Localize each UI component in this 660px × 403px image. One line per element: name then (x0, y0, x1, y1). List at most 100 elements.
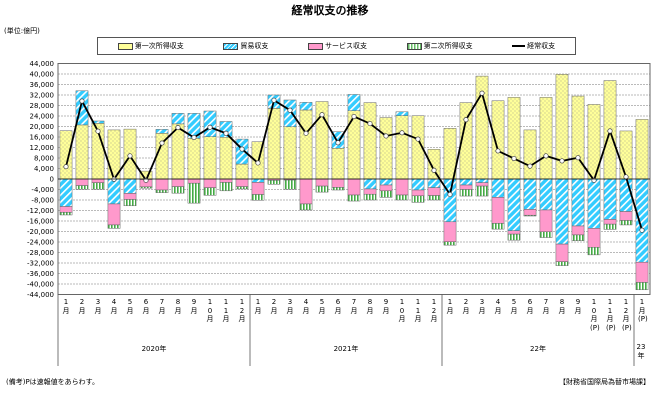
secondary-income-bar (427, 195, 441, 201)
legend: 第一次所得収支 貿易収支 サービス収支 第二次所得収支 経常収支 (97, 37, 576, 55)
x-tick-label: 2月 (270, 298, 278, 315)
y-tick-label: -8,000 (31, 197, 54, 205)
x-tick-label: 8月 (558, 298, 566, 315)
legend-item-current-account: 経常収支 (512, 41, 555, 51)
primary-income-bar (491, 100, 505, 180)
services-bar (107, 203, 121, 226)
current-account-point (575, 155, 581, 161)
current-account-point (543, 153, 549, 159)
trade-bar (603, 178, 617, 220)
legend-swatch-current (512, 45, 526, 47)
x-tick-label: 3月 (478, 298, 486, 315)
primary-income-bar (187, 138, 201, 180)
secondary-income-bar (379, 190, 393, 198)
primary-income-bar (571, 95, 585, 180)
primary-income-bar (395, 115, 409, 180)
legend-item-primary-income: 第一次所得収支 (117, 41, 184, 51)
secondary-income-bar (539, 231, 553, 238)
current-account-point (367, 121, 373, 127)
x-tick-label: 11月 (222, 298, 230, 323)
primary-income-bar (75, 124, 89, 180)
services-bar (91, 178, 105, 183)
current-account-point (303, 130, 309, 136)
trade-bar (219, 121, 233, 138)
x-tick-label: 10月 (206, 298, 214, 323)
services-bar (443, 221, 457, 242)
y-tick-label: -36,000 (27, 270, 54, 278)
x-tick-label: 1月(P) (638, 298, 648, 323)
services-bar (411, 189, 425, 197)
trade-bar (491, 178, 505, 198)
trade-bar (91, 120, 105, 124)
services-bar (155, 178, 169, 191)
trade-bar (379, 178, 393, 186)
current-account-point (223, 130, 229, 136)
x-tick-label: 9月 (190, 298, 198, 315)
services-bar (123, 193, 137, 200)
secondary-income-bar (587, 247, 601, 256)
secondary-income-bar (139, 186, 153, 189)
x-tick-label: 7月 (542, 298, 550, 315)
current-account-point (335, 140, 341, 146)
x-tick-label: 11月 (414, 298, 422, 323)
chart-title: 経常収支の推移 (291, 4, 369, 17)
current-account-point (351, 113, 357, 120)
current-account-point (175, 125, 181, 131)
secondary-income-bar (123, 199, 137, 207)
year-label: 2020年 (141, 345, 167, 353)
legend-swatch-primary (117, 42, 133, 50)
secondary-income-bar (571, 234, 585, 241)
secondary-income-bar (475, 185, 489, 197)
trade-bar (123, 178, 137, 194)
x-tick-label: 8月 (174, 298, 182, 315)
x-tick-label: 7月 (158, 298, 166, 315)
legend-label: 第一次所得収支 (134, 42, 184, 50)
current-account-point (479, 90, 485, 96)
y-tick-label: 8,000 (34, 155, 54, 163)
secondary-income-bar (59, 212, 73, 216)
x-tick-label: 2月 (462, 298, 470, 315)
trade-bar (171, 113, 185, 125)
primary-income-bar (619, 130, 633, 180)
primary-income-bar (155, 133, 169, 180)
y-tick-label: 4,000 (34, 165, 54, 173)
trade-bar (155, 129, 169, 134)
x-tick-label: 4月 (302, 298, 310, 315)
services-bar (587, 228, 601, 248)
legend-swatch-trade (223, 42, 239, 50)
secondary-income-bar (299, 203, 313, 211)
services-bar (603, 219, 617, 225)
current-account-point (127, 153, 133, 159)
primary-income-bar (59, 130, 73, 180)
trade-bar (587, 178, 601, 229)
x-tick-label: 5月 (510, 298, 518, 315)
secondary-income-bar (171, 186, 185, 194)
trade-bar (507, 178, 521, 231)
footnote: (備考)Pは速報値をあらわす。 (6, 378, 99, 386)
current-account-point (191, 134, 197, 141)
secondary-income-bar (619, 220, 633, 226)
x-tick-label: 8月 (366, 298, 374, 315)
primary-income-bar (283, 126, 297, 180)
trade-bar (59, 178, 73, 207)
primary-income-bar (299, 109, 313, 180)
x-tick-label: 4月 (494, 298, 502, 315)
services-bar (571, 225, 585, 236)
x-tick-label: 7月 (350, 298, 358, 315)
y-tick-label: -24,000 (27, 239, 54, 247)
services-bar (299, 178, 313, 205)
current-account-point (383, 133, 389, 139)
x-tick-label: 12月 (238, 298, 246, 323)
services-bar (523, 209, 537, 216)
current-account-point (63, 164, 69, 170)
secondary-income-bar (91, 182, 105, 190)
y-tick-label: 36,000 (30, 81, 55, 89)
y-tick-label: 40,000 (30, 71, 55, 79)
trade-bar (555, 178, 569, 245)
primary-income-bar (363, 102, 377, 180)
primary-income-bar (539, 97, 553, 180)
current-account-point (255, 160, 261, 166)
trade-bar (427, 178, 441, 188)
current-account-point (559, 158, 565, 164)
